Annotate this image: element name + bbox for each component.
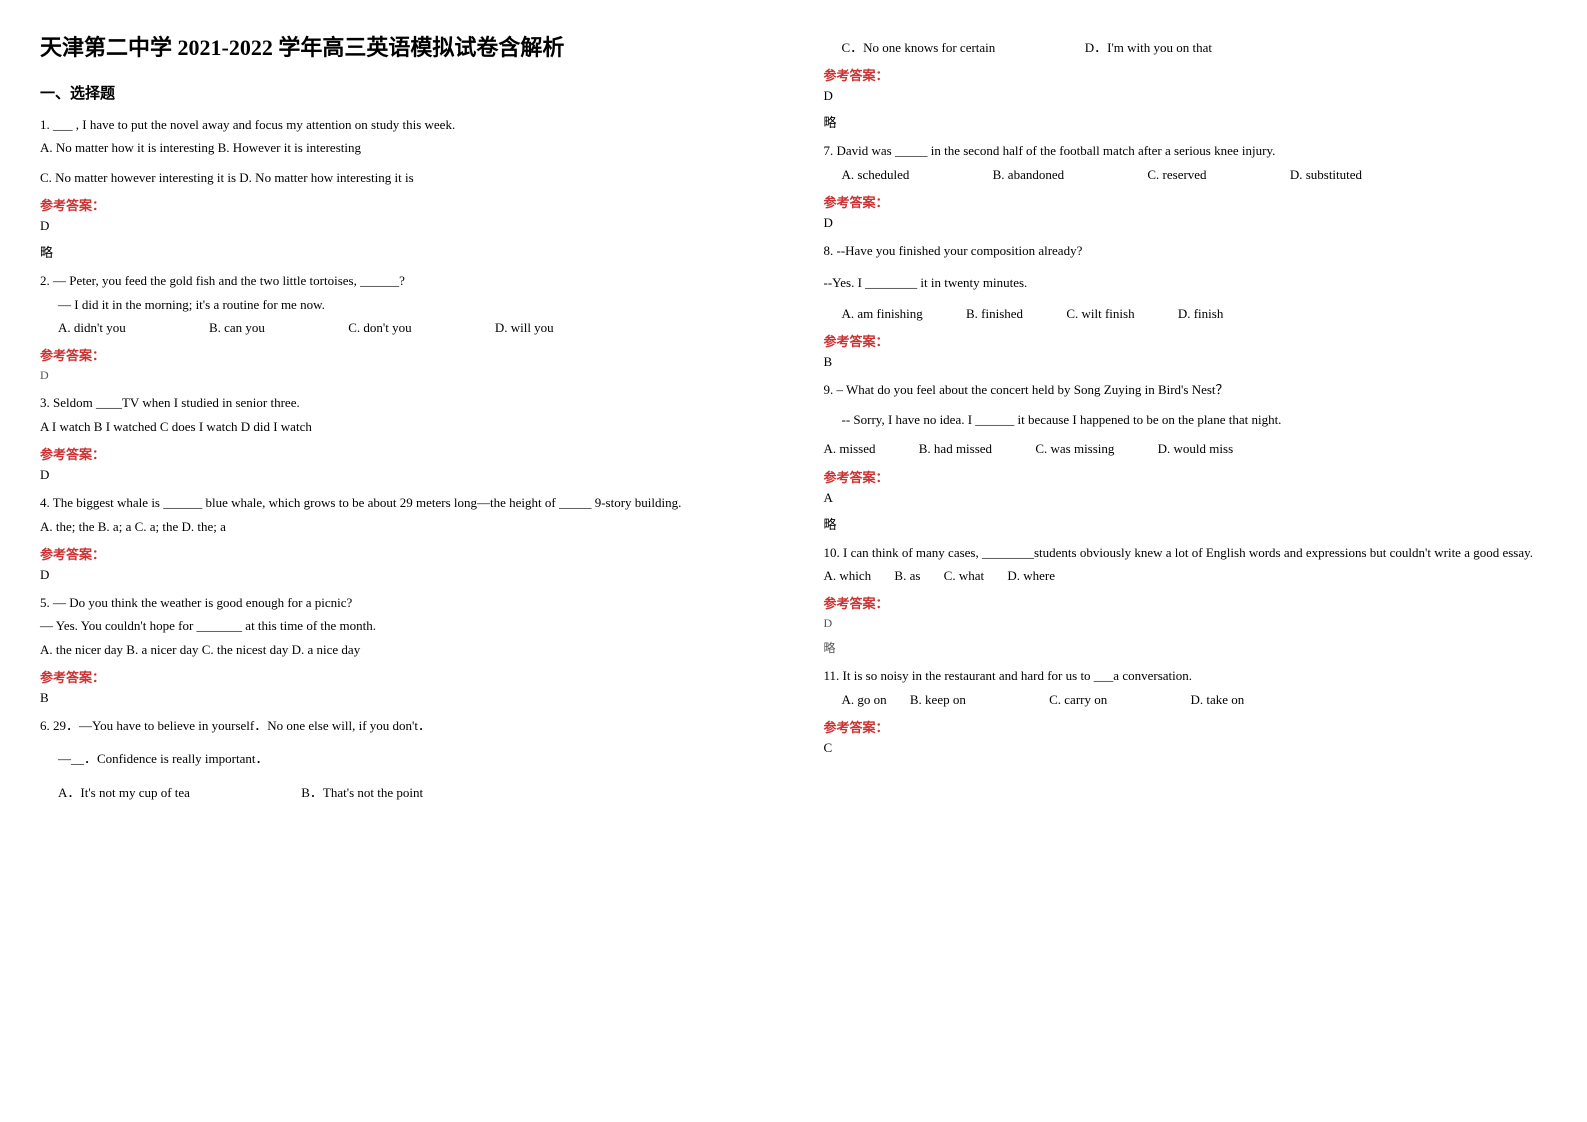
q11-opt-d: D. take on bbox=[1190, 688, 1244, 711]
q9-opt-b: B. had missed bbox=[919, 437, 992, 460]
q9-opt-a: A. missed bbox=[824, 437, 876, 460]
answer-label: 参考答案： bbox=[40, 667, 764, 686]
q8-opts: A. am finishing B. finished C. wilt fini… bbox=[824, 302, 1548, 325]
q7-opt-b: B. abandoned bbox=[993, 163, 1064, 186]
q8-opt-a: A. am finishing bbox=[842, 302, 923, 325]
q11-opts: A. go on B. keep on C. carry on D. take … bbox=[824, 688, 1548, 711]
q2-opt-c: C. don't you bbox=[348, 316, 411, 339]
q11-opt-c: C. carry on bbox=[1049, 688, 1107, 711]
q2-answer: D bbox=[40, 368, 764, 383]
q8-opt-d: D. finish bbox=[1178, 302, 1224, 325]
answer-label: 参考答案： bbox=[824, 331, 1548, 350]
q10-answer: D bbox=[824, 616, 1548, 631]
question-1: 1. ___ , I have to put the novel away an… bbox=[40, 113, 764, 189]
answer-label: 参考答案： bbox=[40, 444, 764, 463]
page-title: 天津第二中学 2021-2022 学年高三英语模拟试卷含解析 bbox=[40, 30, 764, 62]
q10-opt-a: A. which bbox=[824, 564, 872, 587]
q6-opts-cd: C．No one knows for certain D．I'm with yo… bbox=[824, 36, 1548, 59]
answer-label: 参考答案： bbox=[40, 544, 764, 563]
q7-opts: A. scheduled B. abandoned C. reserved D.… bbox=[824, 163, 1548, 186]
q9-line2: -- Sorry, I have no idea. I ______ it be… bbox=[824, 408, 1548, 431]
q7-answer: D bbox=[824, 215, 1548, 231]
q11-answer: C bbox=[824, 740, 1548, 756]
q5-line2: — Yes. You couldn't hope for _______ at … bbox=[40, 614, 764, 637]
q5-answer: B bbox=[40, 690, 764, 706]
q6-opt-d: D．I'm with you on that bbox=[1085, 40, 1212, 55]
question-7: 7. David was _____ in the second half of… bbox=[824, 139, 1548, 186]
question-4: 4. The biggest whale is ______ blue whal… bbox=[40, 491, 764, 538]
q4-answer: D bbox=[40, 567, 764, 583]
question-9: 9. – What do you feel about the concert … bbox=[824, 378, 1548, 460]
question-6: 6. 29．—You have to believe in yourself．N… bbox=[40, 714, 764, 804]
q2-opt-d: D. will you bbox=[495, 316, 554, 339]
q8-opt-c: C. wilt finish bbox=[1066, 302, 1134, 325]
q7-stem: 7. David was _____ in the second half of… bbox=[824, 139, 1548, 162]
q6-opt-a: A．It's not my cup of tea bbox=[58, 781, 298, 804]
q10-stem: 10. I can think of many cases, ________s… bbox=[824, 541, 1548, 564]
q6-opts-ab: A．It's not my cup of tea B．That's not th… bbox=[40, 781, 764, 804]
q10-opt-b: B. as bbox=[894, 564, 920, 587]
q8-line2: --Yes. I ________ it in twenty minutes. bbox=[824, 271, 1548, 294]
answer-label: 参考答案： bbox=[40, 195, 764, 214]
q9-opt-d: D. would miss bbox=[1158, 437, 1233, 460]
q11-opt-b: B. keep on bbox=[910, 688, 966, 711]
q9-answer: A bbox=[824, 490, 1548, 506]
q11-stem: 11. It is so noisy in the restaurant and… bbox=[824, 664, 1548, 687]
q9-note: 略 bbox=[824, 514, 1548, 533]
question-8: 8. --Have you finished your composition … bbox=[824, 239, 1548, 325]
answer-label: 参考答案： bbox=[824, 593, 1548, 612]
q6-stem: 6. 29．—You have to believe in yourself．N… bbox=[40, 714, 764, 737]
q10-note: 略 bbox=[824, 639, 1548, 656]
q3-opts: A I watch B I watched C does I watch D d… bbox=[40, 415, 764, 438]
q8-stem: 8. --Have you finished your composition … bbox=[824, 239, 1548, 262]
answer-label: 参考答案： bbox=[824, 192, 1548, 211]
question-2: 2. — Peter, you feed the gold fish and t… bbox=[40, 269, 764, 339]
question-11: 11. It is so noisy in the restaurant and… bbox=[824, 664, 1548, 711]
q1-opts-cd: C. No matter however interesting it is D… bbox=[40, 166, 764, 189]
q7-opt-c: C. reserved bbox=[1147, 163, 1206, 186]
q8-opt-b: B. finished bbox=[966, 302, 1023, 325]
q9-stem: 9. – What do you feel about the concert … bbox=[824, 378, 1548, 401]
section-heading: 一、选择题 bbox=[40, 82, 764, 103]
question-10: 10. I can think of many cases, ________s… bbox=[824, 541, 1548, 588]
answer-label: 参考答案： bbox=[824, 65, 1548, 84]
q1-answer: D bbox=[40, 218, 764, 234]
question-3: 3. Seldom ____TV when I studied in senio… bbox=[40, 391, 764, 438]
q9-opts: A. missed B. had missed C. was missing D… bbox=[824, 437, 1548, 460]
answer-label: 参考答案： bbox=[40, 345, 764, 364]
q6-answer: D bbox=[824, 88, 1548, 104]
q2-opts: A. didn't you B. can you C. don't you D.… bbox=[40, 316, 764, 339]
q3-stem: 3. Seldom ____TV when I studied in senio… bbox=[40, 391, 764, 414]
answer-label: 参考答案： bbox=[824, 467, 1548, 486]
q10-opt-d: D. where bbox=[1007, 564, 1055, 587]
q1-stem: 1. ___ , I have to put the novel away an… bbox=[40, 113, 764, 136]
q10-opt-c: C. what bbox=[944, 564, 984, 587]
q6-opt-c: C．No one knows for certain bbox=[842, 36, 1082, 59]
q9-opt-c: C. was missing bbox=[1035, 437, 1114, 460]
q5-opts: A. the nicer day B. a nicer day C. the n… bbox=[40, 638, 764, 661]
q10-opts: A. which B. as C. what D. where bbox=[824, 564, 1548, 587]
q6-opt-b: B．That's not the point bbox=[301, 785, 423, 800]
q8-answer: B bbox=[824, 354, 1548, 370]
q6-note: 略 bbox=[824, 112, 1548, 131]
q5-stem: 5. — Do you think the weather is good en… bbox=[40, 591, 764, 614]
q2-opt-a: A. didn't you bbox=[58, 316, 126, 339]
q2-opt-b: B. can you bbox=[209, 316, 265, 339]
q4-opts: A. the; the B. a; a C. a; the D. the; a bbox=[40, 515, 764, 538]
q3-answer: D bbox=[40, 467, 764, 483]
q11-opt-a: A. go on bbox=[842, 688, 887, 711]
q6-line2: —__．Confidence is really important． bbox=[40, 747, 764, 770]
q7-opt-d: D. substituted bbox=[1290, 163, 1362, 186]
q2-stem: 2. — Peter, you feed the gold fish and t… bbox=[40, 269, 764, 292]
q7-opt-a: A. scheduled bbox=[842, 163, 910, 186]
q2-line2: — I did it in the morning; it's a routin… bbox=[40, 293, 764, 316]
q4-stem: 4. The biggest whale is ______ blue whal… bbox=[40, 491, 764, 514]
q1-note: 略 bbox=[40, 242, 764, 261]
q1-opts-ab: A. No matter how it is interesting B. Ho… bbox=[40, 136, 764, 159]
question-5: 5. — Do you think the weather is good en… bbox=[40, 591, 764, 661]
answer-label: 参考答案： bbox=[824, 717, 1548, 736]
